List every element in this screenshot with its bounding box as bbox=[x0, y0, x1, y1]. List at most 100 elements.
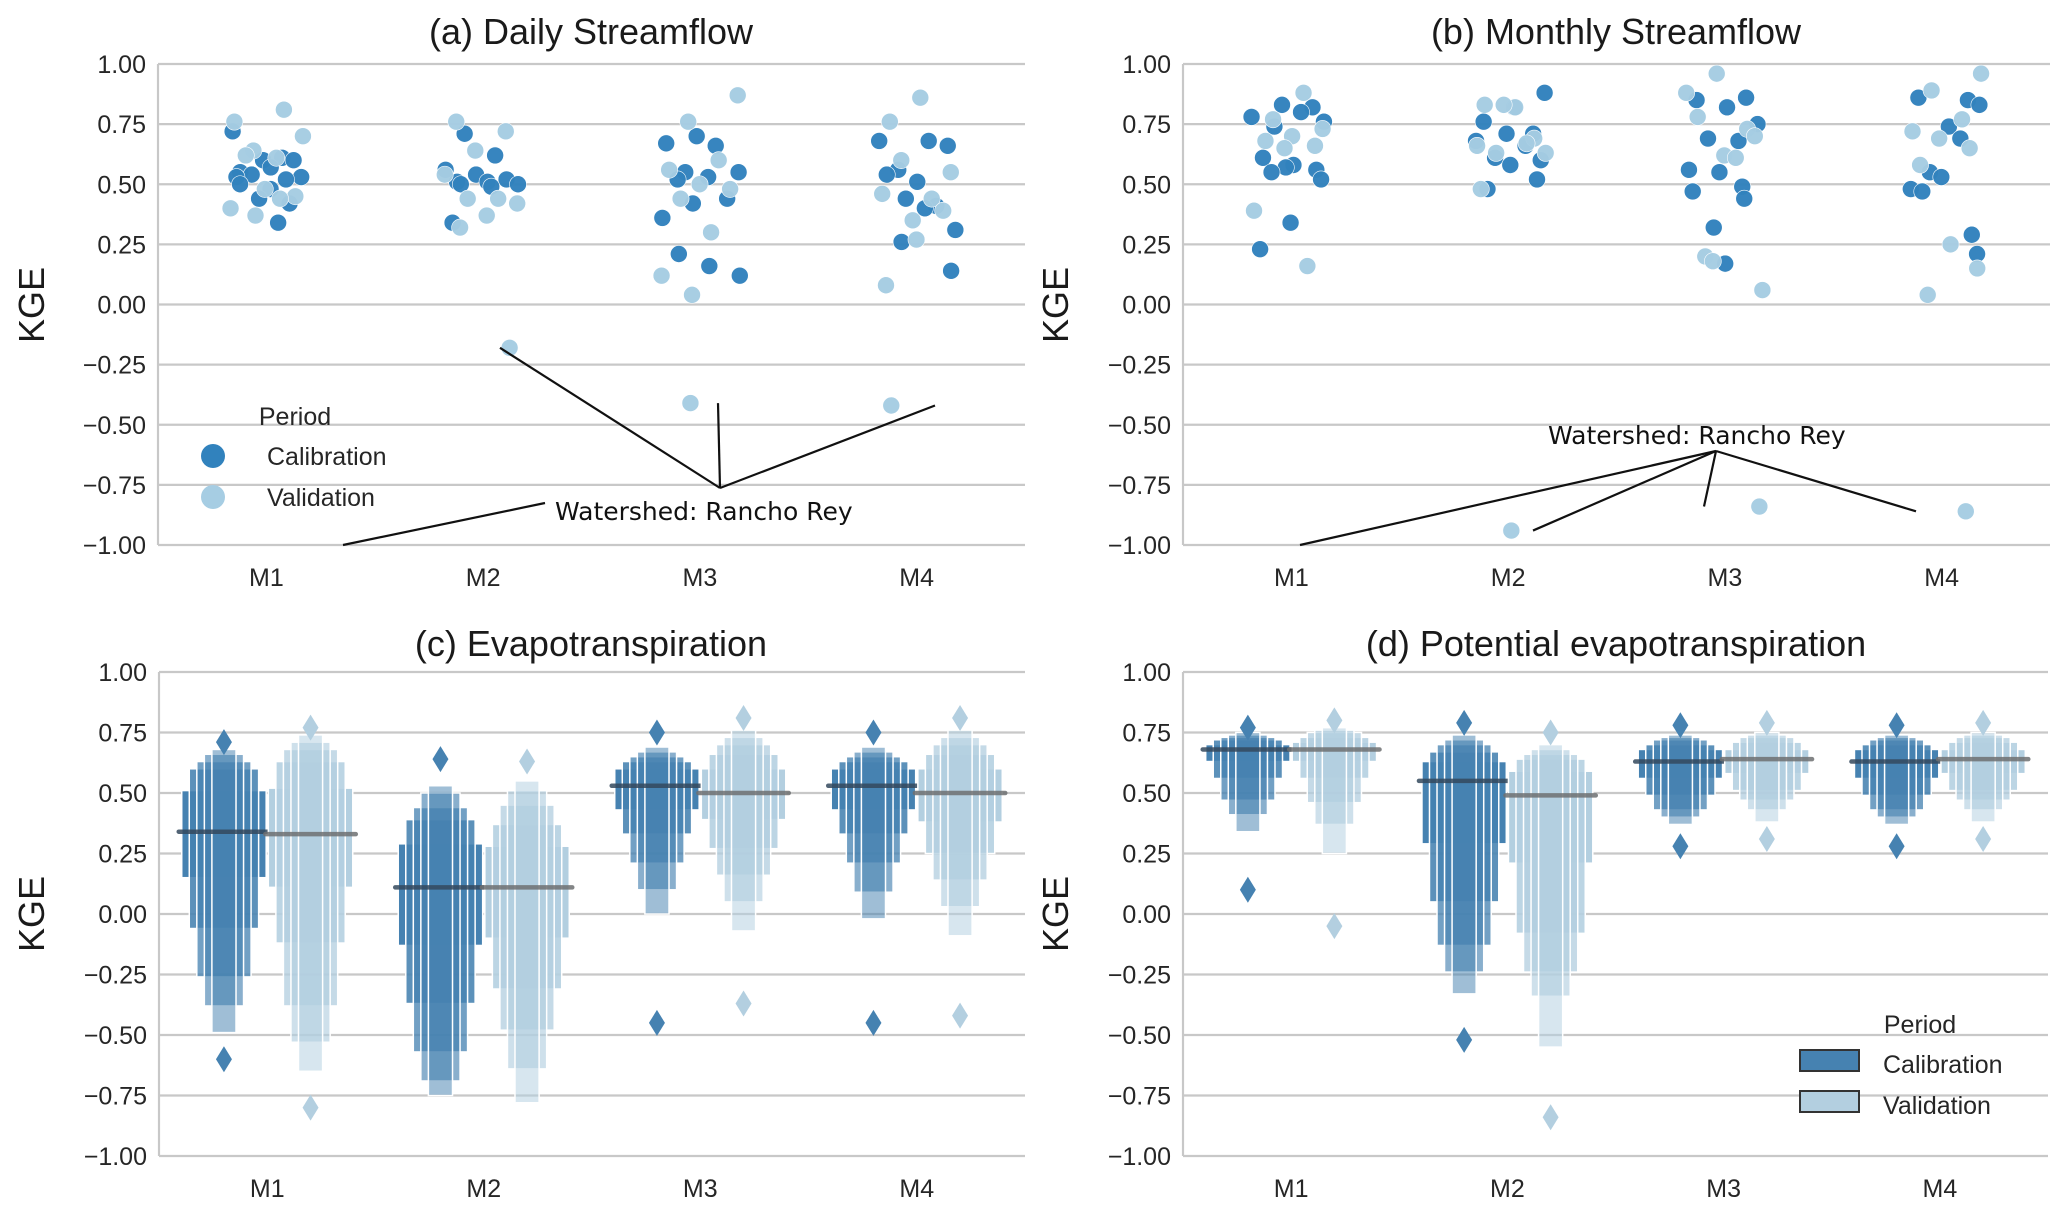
x-tick-label: M2 bbox=[466, 564, 501, 592]
y-tick-label: 0.25 bbox=[1122, 841, 1171, 869]
data-point-validation bbox=[275, 100, 293, 119]
data-point-calibration bbox=[455, 124, 474, 143]
outlier-marker bbox=[1975, 709, 1992, 736]
data-point-validation bbox=[1753, 281, 1772, 299]
data-point-validation bbox=[652, 266, 671, 285]
legend-label-validation: Validation bbox=[1883, 1092, 1991, 1120]
data-point-calibration bbox=[1528, 170, 1546, 189]
legend-marker-validation bbox=[201, 485, 225, 509]
y-tick-label: −0.25 bbox=[1108, 352, 1171, 380]
y-tick-label: −0.25 bbox=[1108, 962, 1171, 990]
y-tick-label: 0.75 bbox=[98, 720, 147, 748]
y-tick-label: −0.75 bbox=[1108, 472, 1171, 500]
data-point-validation bbox=[1704, 252, 1722, 271]
outlier-marker bbox=[1758, 709, 1775, 736]
x-tick-label: M4 bbox=[899, 564, 934, 592]
data-point-calibration bbox=[292, 168, 310, 186]
x-tick-label: M3 bbox=[1708, 564, 1743, 592]
data-point-calibration bbox=[942, 262, 960, 280]
data-point-calibration bbox=[892, 233, 911, 251]
outlier-marker bbox=[1542, 1104, 1559, 1131]
y-tick-label: −1.00 bbox=[83, 532, 146, 560]
data-point-validation bbox=[903, 211, 922, 230]
annotation-arrow bbox=[342, 501, 546, 547]
data-point-calibration bbox=[729, 163, 748, 182]
data-point-validation bbox=[1688, 108, 1707, 126]
x-tick-label: M1 bbox=[250, 1175, 285, 1203]
data-point-calibration bbox=[687, 127, 706, 145]
y-tick-label: −0.50 bbox=[84, 1022, 147, 1050]
y-tick-label: −0.50 bbox=[1108, 412, 1171, 440]
data-point-calibration bbox=[509, 175, 527, 194]
data-point-calibration bbox=[700, 257, 719, 275]
data-point-validation bbox=[1953, 110, 1971, 129]
data-point-calibration bbox=[1474, 112, 1493, 131]
data-point-validation bbox=[267, 148, 286, 167]
data-point-calibration bbox=[1913, 182, 1932, 201]
outlier-marker bbox=[302, 714, 319, 741]
data-point-calibration bbox=[1281, 213, 1300, 232]
data-point-validation bbox=[286, 187, 305, 206]
x-tick-label: M1 bbox=[249, 564, 284, 592]
data-point-validation bbox=[728, 86, 747, 105]
data-point-validation bbox=[294, 127, 312, 145]
y-tick-label: −0.75 bbox=[1108, 1083, 1171, 1111]
y-tick-label: 0.50 bbox=[98, 780, 147, 808]
x-tick-label: M1 bbox=[1274, 1175, 1309, 1203]
y-tick-label: −0.75 bbox=[83, 472, 146, 500]
panel-title: (a) Daily Streamflow bbox=[429, 11, 754, 52]
data-point-calibration bbox=[1535, 84, 1554, 102]
boxen-level-calibration bbox=[427, 784, 454, 1097]
data-point-validation bbox=[225, 112, 244, 131]
boxen-level-calibration bbox=[1883, 734, 1910, 826]
outlier-marker bbox=[865, 1009, 882, 1036]
data-point-validation bbox=[1502, 521, 1521, 540]
annotation-arrow bbox=[719, 404, 936, 490]
data-point-calibration bbox=[1242, 108, 1261, 126]
panel-evapotranspiration: (c) Evapotranspiration KGE 1.00 0.75 0.50 0… bbox=[11, 623, 1025, 1203]
data-point-calibration bbox=[938, 136, 957, 155]
boxen-level-calibration bbox=[1451, 734, 1477, 995]
data-point-validation bbox=[934, 201, 952, 220]
y-tick-label: −0.50 bbox=[83, 412, 146, 440]
outlier-marker bbox=[215, 729, 232, 756]
y-tick-label: −1.00 bbox=[1108, 532, 1171, 560]
y-tick-label: 0.75 bbox=[97, 111, 146, 139]
panel-title: (b) Monthly Streamflow bbox=[1431, 11, 1802, 52]
x-tick-label: M3 bbox=[683, 564, 718, 592]
data-point-calibration bbox=[1710, 163, 1729, 182]
outlier-marker bbox=[1456, 709, 1473, 736]
data-point-calibration bbox=[1962, 225, 1981, 244]
data-point-validation bbox=[892, 151, 911, 169]
data-point-validation bbox=[941, 163, 960, 182]
data-point-validation bbox=[679, 112, 697, 131]
y-tick-label: 0.25 bbox=[97, 231, 146, 259]
data-point-validation bbox=[256, 180, 274, 198]
annotation-arrow bbox=[499, 346, 721, 489]
annotation-arrow bbox=[1702, 450, 1718, 507]
outlier-marker bbox=[1672, 712, 1689, 739]
data-point-calibration bbox=[877, 165, 896, 184]
data-point-validation bbox=[447, 112, 466, 131]
y-tick-label: −0.25 bbox=[83, 352, 146, 380]
data-point-calibration bbox=[284, 151, 303, 169]
data-point-validation bbox=[702, 223, 720, 242]
outlier-marker bbox=[1758, 825, 1775, 852]
outlier-marker bbox=[1672, 833, 1689, 860]
legend-title: Period bbox=[259, 403, 331, 431]
data-point-validation bbox=[681, 394, 700, 412]
outlier-marker bbox=[1888, 712, 1905, 739]
data-point-validation bbox=[922, 189, 941, 208]
y-tick-label: 1.00 bbox=[97, 51, 146, 79]
data-point-calibration bbox=[946, 221, 965, 239]
data-point-validation bbox=[458, 189, 477, 208]
data-point-calibration bbox=[653, 209, 672, 227]
panel-monthly-streamflow: (b) Monthly Streamflow KGE 1.00 0.75 0.50 0… bbox=[1035, 11, 2050, 592]
annotation-text: Watershed: Rancho Rey bbox=[555, 497, 853, 526]
outlier-marker bbox=[1326, 707, 1343, 734]
boxen-level-validation bbox=[514, 780, 540, 1104]
boxen-level-calibration bbox=[1667, 734, 1694, 826]
data-point-validation bbox=[1275, 139, 1294, 157]
data-point-validation bbox=[1726, 148, 1745, 167]
